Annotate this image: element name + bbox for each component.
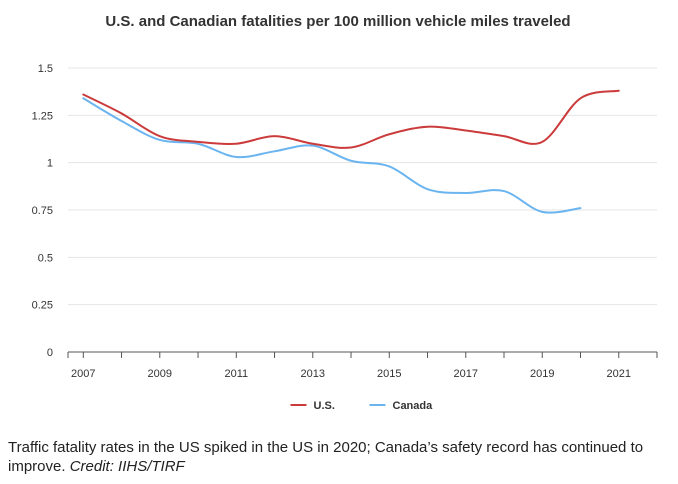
- chart-title: U.S. and Canadian fatalities per 100 mil…: [105, 13, 570, 30]
- x-tick-label: 2017: [454, 368, 478, 380]
- y-tick-label: 0.25: [32, 300, 53, 312]
- x-axis: 2007 2009 2011 2013 2015 2017 2019 2021: [67, 351, 658, 380]
- x-tick-label: 2011: [224, 368, 248, 380]
- figure-caption: Traffic fatality rates in the US spiked …: [8, 438, 668, 476]
- y-tick-label: 0.75: [32, 205, 53, 217]
- legend-item-canada: Canada: [369, 400, 434, 412]
- y-tick-label: 0: [47, 347, 53, 359]
- x-tick-label: 2009: [148, 368, 172, 380]
- x-tick-label: 2013: [301, 368, 325, 380]
- caption-text: Traffic fatality rates in the US spiked …: [8, 439, 644, 475]
- legend-item-u-s: U.S.: [290, 400, 335, 412]
- x-tick-label: 2021: [607, 368, 631, 380]
- y-axis-tick-labels: 0 0.25 0.5 0.75 1 1.25 1.5: [32, 63, 53, 359]
- legend-label: Canada: [393, 400, 434, 412]
- x-tick-label: 2007: [71, 368, 95, 380]
- gridlines: [68, 67, 657, 306]
- legend-label: U.S.: [314, 400, 335, 412]
- x-tick-label: 2015: [377, 368, 401, 380]
- series-lines: [82, 89, 620, 214]
- y-tick-label: 0.5: [38, 252, 53, 264]
- caption-credit: Credit: IIHS/TIRF: [69, 458, 185, 475]
- line-chart: U.S. and Canadian fatalities per 100 mil…: [32, 13, 658, 412]
- legend: U.S. Canada: [290, 400, 434, 412]
- y-tick-label: 1.5: [38, 63, 53, 75]
- series-line-canada: [82, 97, 582, 214]
- y-tick-label: 1.25: [32, 110, 53, 122]
- x-tick-label: 2019: [530, 368, 554, 380]
- y-tick-label: 1: [47, 158, 53, 170]
- series-line-u-s: [82, 89, 620, 149]
